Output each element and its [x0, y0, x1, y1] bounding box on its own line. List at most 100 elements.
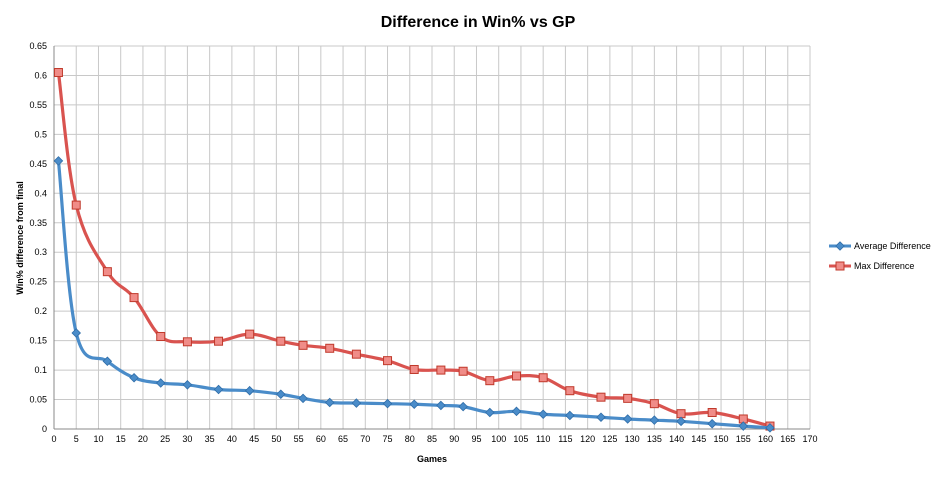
max-difference-point — [649, 399, 659, 409]
average-difference-point — [596, 412, 606, 422]
max-difference-point — [707, 408, 717, 418]
x-tick-label: 85 — [427, 434, 437, 444]
max-difference-point — [182, 337, 192, 347]
x-tick-label: 45 — [249, 434, 259, 444]
x-tick-label: 130 — [625, 434, 640, 444]
x-tick-label: 95 — [471, 434, 481, 444]
chart-title: Difference in Win% vs GP — [381, 14, 576, 31]
average-difference-point — [182, 380, 193, 390]
average-difference-point — [707, 418, 717, 429]
y-tick-label: 0.25 — [29, 277, 47, 287]
x-tick-label: 30 — [182, 434, 192, 444]
x-tick-label: 65 — [338, 434, 348, 444]
y-tick-label: 0.55 — [29, 100, 47, 110]
series-average-difference — [53, 156, 775, 433]
average-difference-point — [71, 328, 82, 338]
max-difference-point — [129, 293, 139, 303]
average-difference-point — [649, 415, 660, 425]
average-difference-point — [485, 407, 495, 418]
x-tick-label: 170 — [802, 434, 817, 444]
x-tick-label: 15 — [116, 434, 126, 444]
average-difference-point — [298, 393, 308, 404]
average-difference-point — [511, 406, 522, 417]
x-tick-label: 35 — [205, 434, 215, 444]
max-difference-point — [383, 356, 393, 366]
max-difference-point — [245, 329, 255, 339]
max-difference-point — [298, 340, 308, 350]
y-tick-label: 0.05 — [29, 395, 47, 405]
x-tick-label: 135 — [647, 434, 662, 444]
y-tick-label: 0.15 — [29, 336, 47, 346]
average-difference-line — [56, 159, 772, 430]
average-difference-point — [276, 389, 286, 400]
x-tick-label: 40 — [227, 434, 237, 444]
max-difference-point — [511, 371, 521, 381]
max-difference-point — [596, 392, 606, 402]
tick-labels: 0 5 10 15 20 25 30 35 40 45 50 55 60 65 70 75 80 85 90 95 10… — [29, 41, 817, 444]
x-tick-label: 120 — [580, 434, 595, 444]
max-difference-point — [565, 386, 575, 396]
series-layer — [53, 68, 775, 433]
y-tick-label: 0.35 — [29, 218, 47, 228]
average-difference-point — [53, 156, 64, 166]
y-tick-label: 0.4 — [34, 188, 47, 198]
average-difference-point — [738, 421, 749, 431]
x-tick-label: 140 — [669, 434, 684, 444]
x-tick-label: 50 — [271, 434, 281, 444]
average-difference-point — [213, 384, 224, 395]
x-tick-label: 80 — [405, 434, 415, 444]
average-difference-point — [155, 378, 166, 388]
max-difference-point — [538, 373, 548, 383]
x-tick-label: 105 — [513, 434, 528, 444]
average-difference-point — [382, 398, 393, 409]
y-axis-label: Win% difference from final — [15, 181, 25, 294]
x-tick-label: 160 — [758, 434, 773, 444]
y-tick-label: 0.2 — [34, 306, 47, 316]
max-difference-point — [276, 336, 286, 346]
average-difference-point — [458, 401, 468, 412]
max-difference-point — [214, 336, 224, 346]
legend-swatch-marker — [835, 241, 845, 251]
max-difference-point — [676, 409, 686, 419]
max-difference-point — [485, 376, 495, 386]
x-tick-label: 115 — [558, 434, 572, 444]
y-tick-label: 0.3 — [34, 247, 47, 257]
average-difference-point — [565, 410, 575, 421]
x-tick-label: 60 — [316, 434, 326, 444]
x-tick-label: 145 — [691, 434, 706, 444]
average-difference-point — [129, 372, 139, 383]
max-difference-point — [325, 343, 335, 353]
average-difference-point — [351, 398, 362, 408]
x-tick-label: 125 — [602, 434, 617, 444]
y-tick-label: 0.5 — [34, 129, 47, 139]
x-tick-label: 100 — [491, 434, 506, 444]
average-difference-point — [102, 356, 113, 367]
y-tick-label: 0.1 — [34, 365, 47, 375]
grid — [53, 45, 811, 430]
max-difference-point — [458, 366, 468, 376]
x-tick-label: 55 — [294, 434, 304, 444]
max-difference-point — [71, 200, 81, 210]
legend-item-average-difference: Average Difference — [829, 241, 931, 251]
x-tick-label: 70 — [360, 434, 370, 444]
x-tick-label: 165 — [780, 434, 795, 444]
x-tick-label: 150 — [714, 434, 729, 444]
max-difference-point — [409, 364, 419, 374]
average-difference-point — [324, 397, 335, 408]
x-tick-label: 0 — [51, 434, 56, 444]
average-difference-point — [676, 416, 686, 427]
average-difference-point — [765, 423, 775, 433]
max-difference-point — [623, 393, 633, 403]
average-difference-point — [436, 400, 446, 411]
legend-label: Max Difference — [854, 261, 914, 271]
max-difference-point — [53, 68, 63, 78]
average-difference-point — [244, 385, 255, 396]
y-tick-label: 0.45 — [29, 159, 47, 169]
legend-swatch-marker — [835, 261, 845, 271]
x-tick-label: 90 — [449, 434, 459, 444]
average-difference-point — [538, 409, 548, 420]
legend-label: Average Difference — [854, 241, 931, 251]
max-difference-point — [102, 267, 112, 277]
max-difference-point — [436, 365, 446, 375]
